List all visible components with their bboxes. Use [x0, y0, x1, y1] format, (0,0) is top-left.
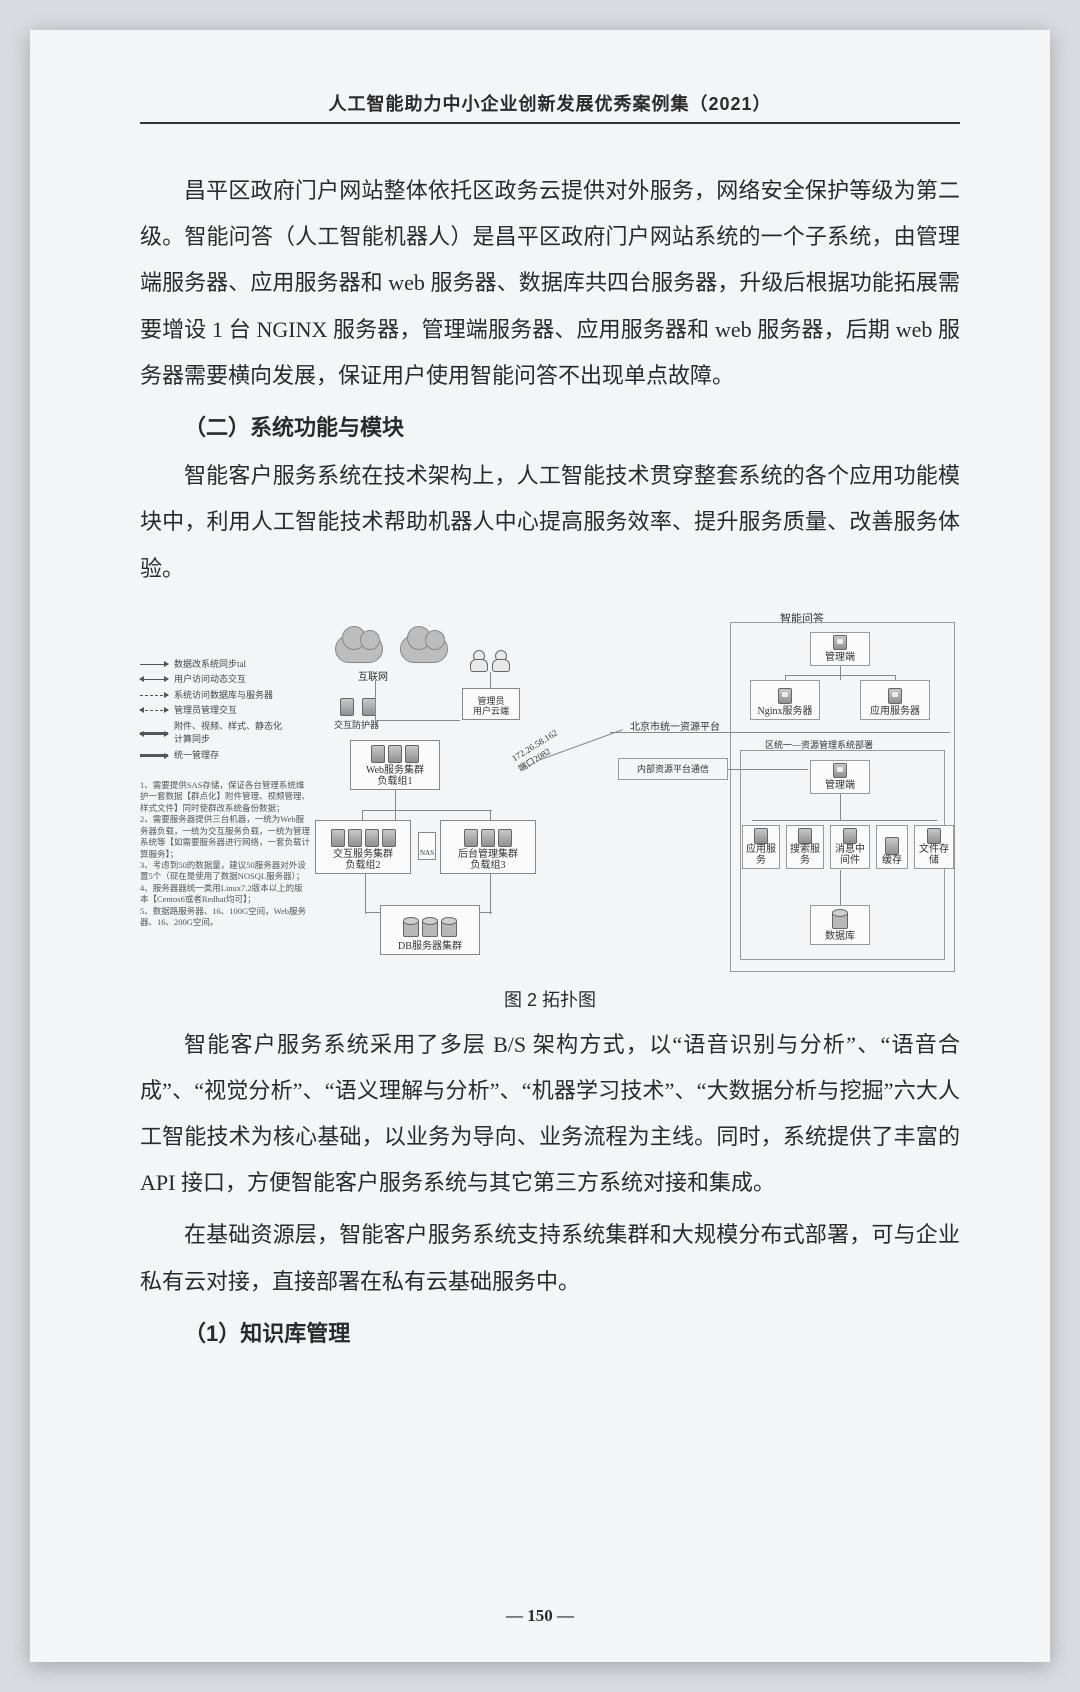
server-icon	[362, 698, 376, 716]
cloud-icon	[400, 635, 448, 663]
legend-item: 附件、视频、样式、静态化计算同步	[174, 720, 290, 747]
subheading-2: （二）系统功能与模块	[140, 405, 960, 451]
legend-item: 用户访问动态交互	[174, 673, 246, 687]
node-admin-cluster: 后台管理集群 负载组3	[440, 820, 536, 874]
figure-caption: 图 2 拓扑图	[140, 986, 960, 1012]
user-icon	[492, 650, 508, 670]
subheading-3: （1）知识库管理	[140, 1311, 960, 1357]
paragraph-4: 在基础资源层，智能客户服务系统支持系统集群和大规模分布式部署，可与企业私有云对接…	[140, 1212, 960, 1304]
paragraph-2: 智能客户服务系统在技术架构上，人工智能技术贯穿整套系统的各个应用功能模块中，利用…	[140, 453, 960, 592]
node-user-cloud: 管理员 用户云端	[462, 688, 520, 720]
node-label: 互联网	[358, 668, 388, 683]
node-interact-cluster: 交互服务集群 负载组2	[315, 820, 411, 874]
paragraph-3: 智能客户服务系统采用了多层 B/S 架构方式，以“语音识别与分析”、“语音合成”…	[140, 1022, 960, 1207]
user-icon	[470, 650, 486, 670]
node-cache: 缓存	[876, 825, 908, 869]
figure-wrap: 数据改系统同步tal 用户访问动态交互 系统访问数据库与服务器 管理员管理交互 …	[140, 610, 960, 1012]
legend-item: 管理员管理交互	[174, 704, 237, 718]
node-nginx: Nginx服务器	[750, 680, 820, 720]
legend-item: 数据改系统同步tal	[174, 658, 246, 672]
node-label: 北京市统一资源平台	[630, 718, 720, 733]
diagram-notes: 1、需要提供SAS存储，保证各台管理系统维护一套数据【群点化】附件管理、视频管理…	[140, 780, 310, 929]
diagram-legend: 数据改系统同步tal 用户访问动态交互 系统访问数据库与服务器 管理员管理交互 …	[140, 658, 290, 765]
node-search: 搜索服务	[786, 825, 824, 869]
paragraph-1: 昌平区政府门户网站整体依托区政务云提供对外服务，网络安全保护等级为第二级。智能问…	[140, 168, 960, 399]
page-number: — 150 —	[30, 1606, 1050, 1626]
document-page: 人工智能助力中小企业创新发展优秀案例集（2021） 昌平区政府门户网站整体依托区…	[30, 30, 1050, 1662]
node-file: 文件存储	[914, 825, 954, 869]
legend-item: 统一管理存	[174, 749, 219, 763]
node-label: 交互防护器	[334, 718, 379, 731]
topology-diagram: 数据改系统同步tal 用户访问动态交互 系统访问数据库与服务器 管理员管理交互 …	[140, 610, 960, 980]
node-internal-platform: 内部资源平台通信	[618, 758, 728, 780]
node-db: 数据库	[810, 905, 870, 945]
node-db-cluster: DB服务器集群	[380, 905, 480, 955]
server-icon	[340, 698, 354, 716]
node-nas: NAS	[418, 832, 436, 860]
node-mgmt2: 管理端	[810, 760, 870, 794]
page-header: 人工智能助力中小企业创新发展优秀案例集（2021）	[140, 90, 960, 124]
ip-label: 172.26.58.162 端口2082	[510, 727, 566, 774]
cloud-icon	[335, 635, 383, 663]
legend-item: 系统访问数据库与服务器	[174, 689, 273, 703]
node-app: 应用服务	[742, 825, 780, 869]
node-mgmt: 管理端	[810, 632, 870, 666]
service-row: 应用服务 搜索服务 消息中间件 缓存 文件存储	[742, 825, 954, 869]
node-web-cluster: Web服务集群 负载组1	[350, 740, 440, 790]
node-app-server: 应用服务器	[860, 680, 930, 720]
node-mq: 消息中间件	[830, 825, 870, 869]
